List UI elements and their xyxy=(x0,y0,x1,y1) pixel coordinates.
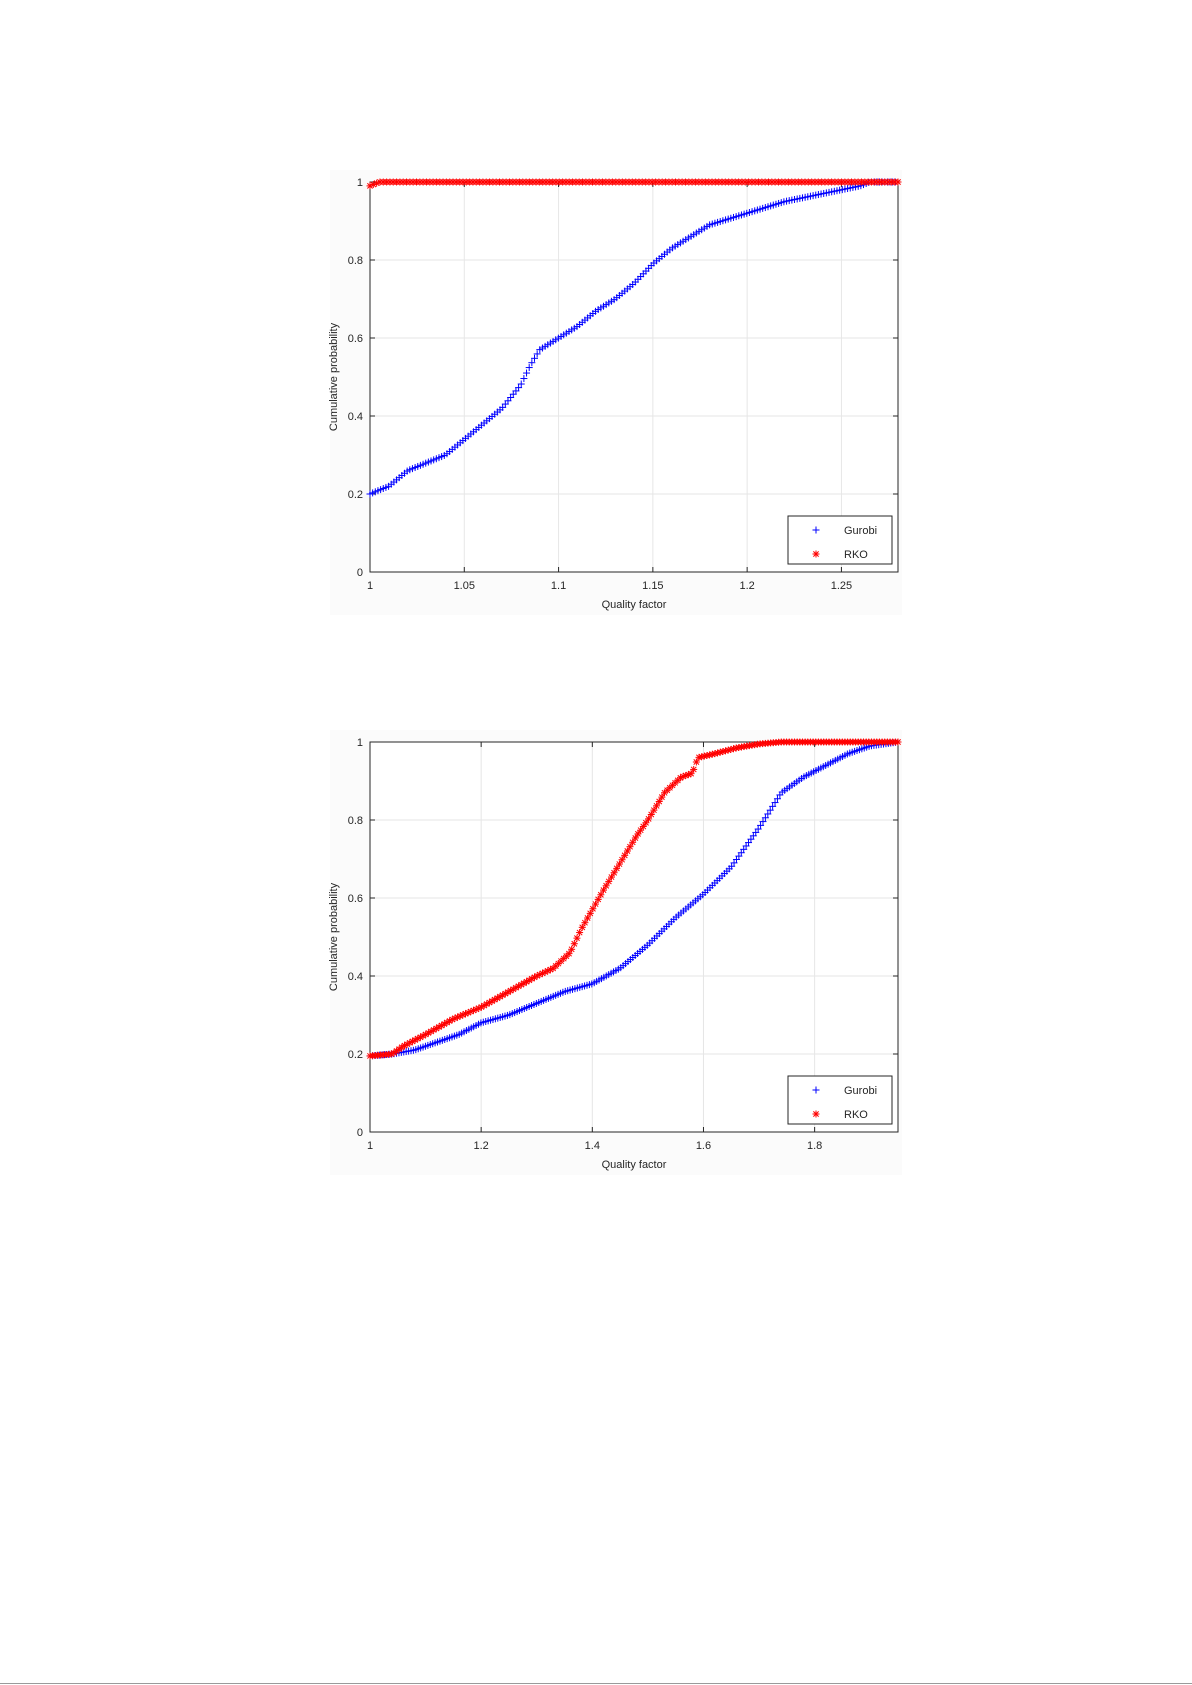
chart-1-ytick-label-0: 0 xyxy=(357,567,363,579)
chart-1-grid xyxy=(369,181,898,573)
chart-1-xtick-label-3: 1.15 xyxy=(642,580,663,592)
chart-1-xtick-label-5: 1.25 xyxy=(831,580,852,592)
chart-1-ytick-label-4: 0.8 xyxy=(348,255,363,267)
chart-1-ytick-label-1: 0.2 xyxy=(348,489,363,501)
chart-1-legend: Gurobi RKO xyxy=(787,515,893,565)
chart-2-rko-point-79 xyxy=(576,929,584,937)
chart-2-ytick-label-0: 0 xyxy=(357,1127,363,1139)
chart-1-ytick-label-2: 0.4 xyxy=(348,411,363,423)
chart-2-xtick-label-4: 1.8 xyxy=(807,1140,822,1152)
chart-2-rko-point-199 xyxy=(894,738,902,746)
chart-1-legend-label-gurobi: Gurobi xyxy=(844,525,877,537)
chart-1-gurobi-point-63 xyxy=(533,350,541,358)
chart-2-legend-marker-gurobi xyxy=(812,1086,820,1094)
chart-2-gurobi-point-169 xyxy=(773,795,781,803)
chart-2-legend: Gurobi RKO xyxy=(787,1075,893,1125)
chart-2-gurobi-point-164 xyxy=(761,814,769,822)
chart-1-svg: 1 1.05 1.1 1.15 1.2 1.25 0 0.2 0.4 0.6 0.8 1 Quality… xyxy=(328,170,902,615)
chart-1: 1 1.05 1.1 1.15 1.2 1.25 0 0.2 0.4 0.6 0.8 1 Quality… xyxy=(0,170,1192,620)
chart-2-rko-point-77 xyxy=(570,940,578,948)
chart-2-gurobi-point-166 xyxy=(766,806,774,814)
chart-1-xtick-label-0: 1 xyxy=(367,580,373,592)
chart-1-ytick-label-3: 0.6 xyxy=(348,333,363,345)
chart-2-legend-box xyxy=(787,1075,893,1125)
chart-2: 1 1.2 1.4 1.6 1.8 0 0.2 0.4 0.6 0.8 1 Quality facto… xyxy=(0,730,1192,1180)
chart-1-gurobi-point-60 xyxy=(525,364,533,372)
chart-2-rko-point-104 xyxy=(642,819,650,827)
chart-1-gurobi-point-57 xyxy=(517,380,525,388)
chart-2-rko-point-121 xyxy=(687,770,695,778)
chart-2-ytick-label-3: 0.6 xyxy=(348,893,363,905)
chart-2-xlabel: Quality factor xyxy=(602,1159,667,1171)
chart-2-gurobi-point-163 xyxy=(759,818,767,826)
chart-1-xtick-label-1: 1.05 xyxy=(454,580,475,592)
chart-2-rko-point-122 xyxy=(690,765,698,773)
chart-1-legend-label-rko: RKO xyxy=(844,549,868,561)
chart-1-rko-point-159 xyxy=(894,178,902,186)
chart-1-series-rko xyxy=(366,178,902,190)
chart-2-rko-point-103 xyxy=(639,822,647,830)
chart-2-rko-point-100 xyxy=(631,834,639,842)
chart-2-series-rko xyxy=(366,738,902,1060)
chart-2-xtick-label-2: 1.4 xyxy=(585,1140,600,1152)
chart-2-gurobi-point-161 xyxy=(754,825,762,833)
chart-1-plot-area xyxy=(370,182,898,572)
chart-2-rko-point-108 xyxy=(653,802,661,810)
chart-2-xtick-label-3: 1.6 xyxy=(696,1140,711,1152)
chart-2-gurobi-point-162 xyxy=(757,821,765,829)
chart-2-xtick-label-1: 1.2 xyxy=(474,1140,489,1152)
chart-1-legend-marker-rko xyxy=(812,550,820,558)
chart-1-gurobi-point-56 xyxy=(515,384,523,392)
chart-2-plot-area xyxy=(370,742,898,1132)
chart-2-rko-point-137 xyxy=(729,745,737,753)
chart-2-legend-label-rko: RKO xyxy=(844,1109,868,1121)
chart-2-legend-label-gurobi: Gurobi xyxy=(844,1085,877,1097)
chart-2-svg: 1 1.2 1.4 1.6 1.8 0 0.2 0.4 0.6 0.8 1 Quality facto… xyxy=(328,730,902,1175)
chart-1-legend-box xyxy=(787,515,893,565)
chart-2-ytick-label-5: 1 xyxy=(357,737,363,749)
chart-1-gurobi-point-62 xyxy=(531,354,539,362)
chart-1-ylabel: Cumulative probability xyxy=(328,322,340,431)
chart-2-rko-point-86 xyxy=(594,895,602,903)
chart-2-rko-point-106 xyxy=(647,811,655,819)
chart-2-rko-point-101 xyxy=(634,830,642,838)
chart-2-axes-frame xyxy=(369,741,899,1133)
chart-2-rko-point-99 xyxy=(629,838,637,846)
chart-1-gurobi-point-59 xyxy=(523,369,531,377)
chart-2-rko-point-110 xyxy=(658,793,666,801)
chart-2-xtick-label-0: 1 xyxy=(367,1140,373,1152)
chart-2-rko-point-76 xyxy=(568,945,576,953)
chart-2-rko-point-80 xyxy=(578,923,586,931)
chart-2-ytick-label-1: 0.2 xyxy=(348,1049,363,1061)
chart-1-ticks: 1 1.05 1.1 1.15 1.2 1.25 0 0.2 0.4 0.6 0.8 1 xyxy=(348,177,898,592)
chart-2-gurobi-point-165 xyxy=(764,810,772,818)
page-bottom-rule xyxy=(0,1683,1192,1684)
chart-1-ytick-label-5: 1 xyxy=(357,177,363,189)
chart-1-legend-marker-gurobi xyxy=(812,526,820,534)
chart-1-xtick-label-4: 1.2 xyxy=(739,580,754,592)
chart-2-gurobi-point-167 xyxy=(769,802,777,810)
chart-2-rko-point-97 xyxy=(623,847,631,855)
chart-2-ylabel: Cumulative probability xyxy=(328,882,340,991)
chart-2-rko-point-95 xyxy=(618,856,626,864)
chart-2-gurobi-point-168 xyxy=(771,799,779,807)
chart-2-ytick-label-2: 0.4 xyxy=(348,971,363,983)
chart-2-rko-point-78 xyxy=(573,934,581,942)
chart-1-gurobi-point-61 xyxy=(528,359,536,367)
chart-2-ticks: 1 1.2 1.4 1.6 1.8 0 0.2 0.4 0.6 0.8 1 xyxy=(348,737,898,1152)
chart-2-rko-point-102 xyxy=(637,826,645,834)
chart-2-ytick-label-4: 0.8 xyxy=(348,815,363,827)
chart-2-rko-point-123 xyxy=(692,758,700,766)
chart-1-xlabel: Quality factor xyxy=(602,599,667,611)
chart-1-gurobi-point-58 xyxy=(520,375,528,383)
chart-2-rko-point-98 xyxy=(626,843,634,851)
chart-1-xtick-label-2: 1.1 xyxy=(551,580,566,592)
chart-2-legend-marker-rko xyxy=(812,1110,820,1118)
